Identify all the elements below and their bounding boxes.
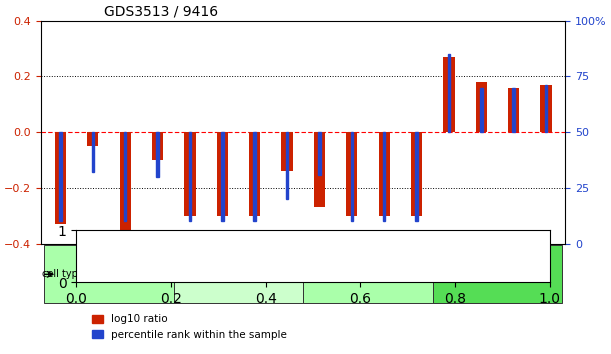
Text: embryoid bodies w/ beating
CMs: embryoid bodies w/ beating CMs <box>170 263 307 285</box>
FancyBboxPatch shape <box>44 245 174 303</box>
Bar <box>87 132 98 146</box>
Bar <box>346 132 357 216</box>
FancyBboxPatch shape <box>351 132 353 221</box>
FancyBboxPatch shape <box>513 87 515 132</box>
Bar <box>185 132 196 216</box>
FancyBboxPatch shape <box>254 132 256 221</box>
Bar <box>379 132 390 216</box>
FancyBboxPatch shape <box>174 245 303 303</box>
FancyBboxPatch shape <box>383 132 386 221</box>
Bar <box>475 82 487 132</box>
FancyBboxPatch shape <box>221 132 224 221</box>
Bar <box>411 132 422 216</box>
Bar <box>217 132 228 216</box>
Bar <box>249 132 260 216</box>
FancyBboxPatch shape <box>433 245 562 303</box>
Bar <box>314 132 325 207</box>
FancyBboxPatch shape <box>415 132 418 221</box>
Bar <box>540 85 552 132</box>
Legend: log10 ratio, percentile rank within the sample: log10 ratio, percentile rank within the … <box>88 310 291 344</box>
FancyBboxPatch shape <box>156 132 159 177</box>
Bar <box>282 132 293 171</box>
Text: ESCs: ESCs <box>97 269 121 279</box>
Text: cell type: cell type <box>42 269 84 279</box>
FancyBboxPatch shape <box>448 54 450 132</box>
FancyBboxPatch shape <box>59 132 62 221</box>
Text: CMs from ESCs: CMs from ESCs <box>331 269 404 279</box>
Bar <box>120 132 131 230</box>
FancyBboxPatch shape <box>92 132 94 172</box>
Text: CMs from fetal hearts: CMs from fetal hearts <box>445 269 551 279</box>
Bar <box>443 57 455 132</box>
Bar <box>152 132 163 160</box>
FancyBboxPatch shape <box>286 132 288 199</box>
FancyBboxPatch shape <box>124 132 126 221</box>
Bar <box>508 87 519 132</box>
FancyBboxPatch shape <box>189 132 191 221</box>
FancyBboxPatch shape <box>545 85 547 132</box>
Text: GDS3513 / 9416: GDS3513 / 9416 <box>104 4 218 18</box>
Bar <box>55 132 66 224</box>
FancyBboxPatch shape <box>303 245 433 303</box>
FancyBboxPatch shape <box>318 132 321 175</box>
FancyBboxPatch shape <box>480 87 483 132</box>
